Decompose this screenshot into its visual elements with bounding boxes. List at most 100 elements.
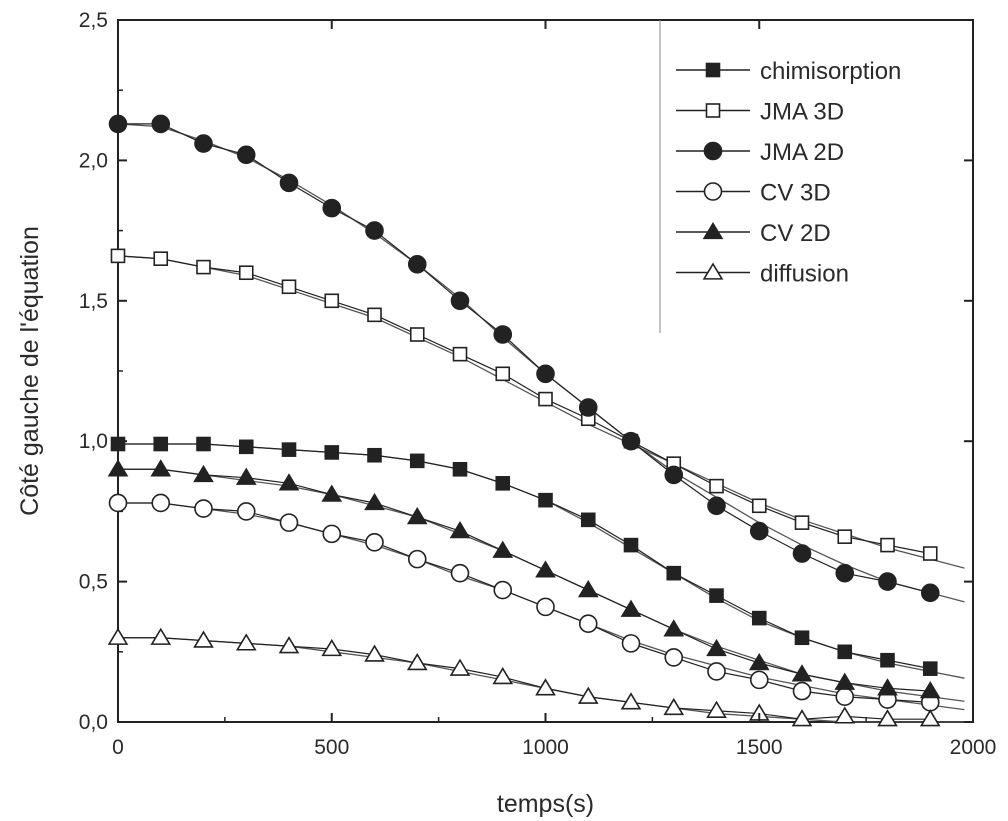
data-point bbox=[877, 709, 898, 727]
data-point bbox=[279, 173, 299, 193]
data-point bbox=[235, 467, 257, 485]
y-axis-title: Côté gauche de l'équation bbox=[16, 226, 44, 516]
data-point bbox=[748, 652, 770, 671]
legend-label: JMA 3D bbox=[760, 99, 844, 126]
data-point bbox=[407, 254, 427, 274]
data-point bbox=[751, 610, 767, 626]
legend-marker bbox=[702, 262, 724, 280]
data-point bbox=[321, 484, 343, 502]
x-tick-label: 1500 bbox=[736, 736, 783, 759]
data-point bbox=[193, 464, 214, 483]
data-point bbox=[492, 540, 514, 558]
data-point bbox=[409, 453, 425, 469]
data-point bbox=[663, 619, 685, 637]
data-point bbox=[322, 198, 342, 218]
data-point bbox=[536, 597, 555, 617]
data-point bbox=[452, 346, 468, 362]
data-point bbox=[150, 627, 172, 645]
data-point bbox=[709, 588, 724, 603]
data-point bbox=[577, 579, 599, 598]
data-point bbox=[151, 114, 171, 134]
y-tick-label: 0,0 bbox=[79, 711, 108, 734]
data-point bbox=[794, 515, 810, 530]
legend-item: CV 2D bbox=[676, 220, 831, 247]
data-point bbox=[878, 572, 897, 591]
series-line bbox=[118, 468, 931, 692]
data-point bbox=[580, 512, 596, 528]
y-axis: 0,0 0,5 1,0 1,5 2,0 2,5 bbox=[79, 9, 973, 734]
legend-item: JMA 2D bbox=[676, 139, 844, 166]
data-point bbox=[706, 700, 727, 718]
data-point bbox=[364, 644, 385, 662]
data-point bbox=[707, 662, 726, 681]
data-point bbox=[791, 709, 813, 727]
data-point bbox=[449, 521, 471, 539]
data-point bbox=[792, 544, 812, 563]
data-point bbox=[664, 465, 684, 485]
y-tick-label: 1,0 bbox=[79, 430, 108, 453]
data-point bbox=[919, 681, 941, 699]
data-point bbox=[535, 678, 556, 696]
data-point bbox=[367, 307, 382, 323]
plot-area bbox=[107, 19, 974, 727]
data-point bbox=[493, 325, 513, 344]
data-point bbox=[837, 529, 853, 544]
data-point bbox=[407, 549, 427, 569]
data-point bbox=[194, 134, 213, 153]
data-point bbox=[834, 672, 856, 690]
data-point bbox=[538, 391, 553, 407]
data-point bbox=[278, 473, 300, 491]
x-tick-label: 500 bbox=[314, 736, 349, 759]
x-tick-label: 1000 bbox=[522, 736, 569, 759]
data-point bbox=[364, 492, 385, 511]
data-point bbox=[324, 445, 340, 460]
data-point bbox=[709, 478, 724, 494]
series-line bbox=[118, 637, 931, 720]
data-point bbox=[920, 583, 940, 603]
legend-item: chimisorption bbox=[676, 58, 901, 85]
legend-marker bbox=[702, 221, 724, 240]
data-point bbox=[450, 563, 470, 583]
data-point bbox=[194, 499, 213, 518]
x-tick-label: 2000 bbox=[950, 736, 997, 759]
data-point bbox=[663, 697, 685, 716]
data-point bbox=[450, 291, 470, 311]
data-point bbox=[919, 709, 941, 727]
data-point bbox=[536, 364, 555, 384]
y-tick-label: 2,5 bbox=[79, 9, 108, 32]
legend-marker bbox=[703, 141, 723, 161]
data-point bbox=[324, 293, 340, 309]
data-point bbox=[666, 565, 682, 581]
data-point bbox=[922, 546, 938, 561]
data-point bbox=[621, 634, 641, 653]
data-point bbox=[406, 652, 428, 671]
x-axis: 0 500 1000 1500 2000 bbox=[112, 20, 996, 759]
data-point bbox=[279, 513, 299, 532]
data-point bbox=[365, 221, 384, 240]
legend-marker bbox=[703, 182, 723, 201]
data-point bbox=[621, 431, 641, 451]
data-point bbox=[238, 439, 254, 455]
data-point bbox=[235, 633, 257, 651]
x-axis-title: temps(s) bbox=[497, 790, 594, 818]
data-point bbox=[281, 442, 297, 457]
data-point bbox=[535, 560, 556, 578]
data-point bbox=[620, 599, 642, 617]
legend-label: diffusion bbox=[760, 261, 849, 288]
series-5 bbox=[107, 627, 941, 727]
data-point bbox=[880, 652, 895, 668]
legend-label: CV 2D bbox=[760, 220, 831, 247]
data-point bbox=[107, 459, 129, 477]
data-point bbox=[278, 636, 300, 654]
data-point bbox=[193, 630, 214, 648]
data-point bbox=[706, 638, 727, 657]
data-point bbox=[153, 251, 169, 266]
x-tick-label: 0 bbox=[112, 736, 124, 759]
series-1 bbox=[110, 248, 938, 561]
legend-label: JMA 2D bbox=[760, 139, 844, 166]
data-point bbox=[751, 498, 767, 514]
data-point bbox=[792, 681, 812, 701]
data-series bbox=[107, 114, 941, 727]
data-point bbox=[236, 502, 256, 521]
